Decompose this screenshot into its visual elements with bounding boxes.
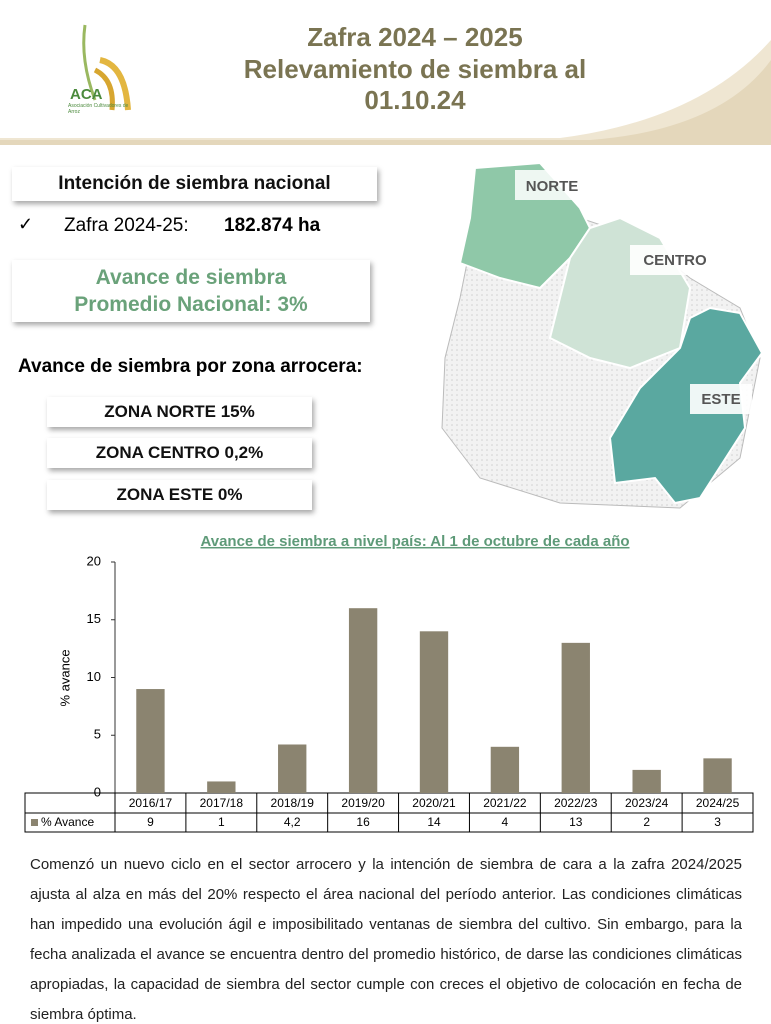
map: NORTE CENTRO ESTE bbox=[441, 161, 764, 509]
intention-heading: Intención de siembra nacional bbox=[12, 167, 377, 201]
x-tick-label: 2021/22 bbox=[483, 796, 527, 810]
map-label: NORTE bbox=[526, 178, 579, 195]
bar bbox=[278, 744, 307, 793]
y-tick-label: 10 bbox=[87, 669, 101, 684]
map-label: CENTRO bbox=[643, 252, 707, 269]
bar bbox=[136, 689, 165, 793]
x-tick-label: 2022/23 bbox=[554, 796, 598, 810]
x-tick-label: 2019/20 bbox=[341, 796, 385, 810]
zone-item: ZONA CENTRO 0,2% bbox=[47, 438, 312, 468]
legend-label: % Avance bbox=[41, 815, 94, 829]
average-line: Avance de siembra bbox=[95, 266, 287, 289]
intention-value: 182.874 ha bbox=[224, 215, 321, 236]
logo: ACA bbox=[70, 86, 103, 103]
title-line: 01.10.24 bbox=[364, 85, 466, 115]
table-value: 2 bbox=[643, 815, 650, 829]
bar bbox=[632, 769, 661, 793]
x-tick-label: 2017/18 bbox=[200, 796, 244, 810]
table-value: 16 bbox=[356, 815, 370, 829]
x-tick-label: 2024/25 bbox=[696, 796, 740, 810]
header-band bbox=[0, 24, 771, 145]
bar bbox=[490, 746, 520, 793]
logo-subtitle: Asociación Cultivadores de Arroz bbox=[68, 103, 129, 115]
table-value: 9 bbox=[147, 815, 154, 829]
y-tick-label: 15 bbox=[87, 611, 101, 626]
table-value: 3 bbox=[714, 815, 721, 829]
map-label: ESTE bbox=[701, 391, 740, 408]
table-value: 4 bbox=[502, 815, 509, 829]
title-line: Zafra 2024 – 2025 bbox=[307, 22, 523, 52]
y-axis-label: % avance bbox=[57, 649, 72, 706]
table-value: 1 bbox=[218, 815, 225, 829]
zone-item: ZONA ESTE 0% bbox=[47, 480, 312, 510]
x-tick-label: 2023/24 bbox=[625, 796, 669, 810]
table-value: 4,2 bbox=[284, 815, 301, 829]
intention-label: Zafra 2024-25: bbox=[64, 215, 189, 236]
table-value: 14 bbox=[427, 815, 441, 829]
x-tick-label: 2018/19 bbox=[271, 796, 315, 810]
average-box: Avance de siembra Promedio Nacional: 3% bbox=[12, 260, 370, 322]
bar bbox=[207, 781, 236, 793]
bar bbox=[703, 758, 732, 793]
chart: Avance de siembra a nivel país: Al 1 de … bbox=[24, 533, 754, 833]
bar bbox=[561, 642, 590, 793]
y-tick-label: 20 bbox=[87, 553, 101, 568]
y-tick-label: 5 bbox=[94, 727, 101, 742]
x-tick-label: 2016/17 bbox=[129, 796, 173, 810]
table-value: 13 bbox=[569, 815, 583, 829]
y-tick-label: 0 bbox=[94, 784, 101, 799]
average-line: Promedio Nacional: 3% bbox=[74, 293, 308, 316]
legend-swatch bbox=[31, 819, 38, 826]
paragraph: Comenzó un nuevo ciclo en el sector arro… bbox=[30, 856, 742, 1023]
bar bbox=[348, 608, 378, 793]
chart-title: Avance de siembra a nivel país: Al 1 de … bbox=[200, 533, 629, 550]
title-line: Relevamiento de siembra al bbox=[243, 54, 587, 84]
zones-heading: Avance de siembra por zona arrocera: bbox=[18, 356, 363, 377]
x-tick-label: 2020/21 bbox=[412, 796, 456, 810]
zone-item: ZONA NORTE 15% bbox=[47, 397, 312, 427]
check: ✓ bbox=[18, 214, 34, 234]
bar bbox=[419, 631, 449, 793]
